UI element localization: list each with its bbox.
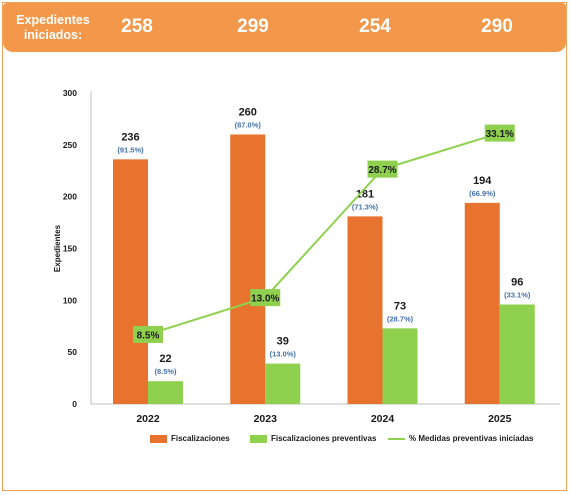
legend-swatch-medidas bbox=[388, 437, 405, 440]
bar-fiscalizaciones bbox=[113, 159, 148, 404]
data-label-preventivas: 73 bbox=[394, 300, 406, 312]
y-tick-label: 150 bbox=[63, 244, 77, 254]
header-value-2025: 290 bbox=[481, 16, 513, 37]
data-label-fiscalizaciones: 194 bbox=[473, 175, 492, 187]
x-tick-label: 2023 bbox=[254, 413, 278, 425]
y-tick-label: 0 bbox=[72, 399, 77, 409]
data-label-fiscalizaciones: 181 bbox=[356, 188, 374, 200]
header-value-2023: 299 bbox=[237, 16, 269, 37]
pct-label-preventivas: (13.0%) bbox=[270, 350, 297, 359]
legend-item-preventivas: Fiscalizaciones preventivas bbox=[250, 434, 376, 443]
y-tick-label: 100 bbox=[63, 295, 77, 305]
bar-fiscalizaciones bbox=[230, 134, 266, 404]
line-point-label: 13.0% bbox=[251, 294, 279, 305]
y-tick-label: 50 bbox=[68, 347, 78, 357]
bar-preventivas bbox=[382, 328, 418, 404]
legend-label-preventivas: Fiscalizaciones preventivas bbox=[271, 434, 377, 443]
bar-preventivas bbox=[148, 381, 183, 404]
pct-label-fiscalizaciones: (66.9%) bbox=[469, 189, 496, 198]
pct-label-preventivas: (33.1%) bbox=[504, 290, 531, 299]
pct-label-preventivas: (28.7%) bbox=[387, 314, 414, 323]
legend-swatch-fiscalizaciones bbox=[150, 434, 167, 443]
legend-label-medidas: % Medidas preventivas iniciadas bbox=[409, 434, 534, 443]
bar-preventivas bbox=[499, 304, 535, 404]
legend-item-fiscalizaciones: Fiscalizaciones bbox=[150, 434, 230, 443]
bar-fiscalizaciones bbox=[347, 216, 383, 404]
data-label-preventivas: 96 bbox=[511, 276, 523, 288]
summary-header: Expedientes iniciados: 258 299 254 290 bbox=[3, 3, 566, 52]
line-point-label: 33.1% bbox=[486, 129, 514, 140]
y-tick-label: 250 bbox=[63, 140, 77, 150]
line-point-marker bbox=[133, 325, 163, 343]
pct-label-preventivas: (8.5%) bbox=[154, 367, 177, 376]
header-value-2024: 254 bbox=[359, 16, 391, 37]
line-medidas-preventivas bbox=[147, 132, 501, 336]
bar-preventivas bbox=[265, 363, 301, 404]
y-tick-label: 200 bbox=[63, 192, 77, 202]
header-label: Expedientes iniciados: bbox=[16, 13, 90, 42]
legend-swatch-preventivas bbox=[250, 434, 267, 443]
x-tick-label: 2025 bbox=[488, 413, 512, 425]
line-point-label: 8.5% bbox=[137, 330, 160, 341]
bar-fiscalizaciones bbox=[464, 202, 500, 404]
legend-item-medidas: % Medidas preventivas iniciadas bbox=[388, 434, 534, 443]
x-tick-label: 2024 bbox=[371, 413, 395, 425]
legend-label-fiscalizaciones: Fiscalizaciones bbox=[171, 434, 230, 443]
line-point-label: 28.7% bbox=[368, 165, 396, 176]
y-tick-label: 300 bbox=[63, 88, 77, 98]
y-axis-label: Expedientes bbox=[53, 224, 62, 272]
pct-label-fiscalizaciones: (91.5%) bbox=[117, 145, 144, 154]
line-point-marker bbox=[484, 124, 515, 142]
pct-label-fiscalizaciones: (71.3%) bbox=[352, 202, 379, 211]
data-label-preventivas: 39 bbox=[277, 336, 289, 348]
pct-label-fiscalizaciones: (87.0%) bbox=[235, 120, 262, 129]
line-point-marker bbox=[250, 289, 281, 307]
data-label-fiscalizaciones: 236 bbox=[121, 131, 139, 143]
header-value-2022: 258 bbox=[121, 16, 153, 37]
line-point-marker bbox=[367, 160, 398, 178]
data-label-preventivas: 22 bbox=[159, 353, 171, 365]
data-label-fiscalizaciones: 260 bbox=[239, 106, 257, 118]
x-tick-label: 2022 bbox=[136, 413, 160, 425]
